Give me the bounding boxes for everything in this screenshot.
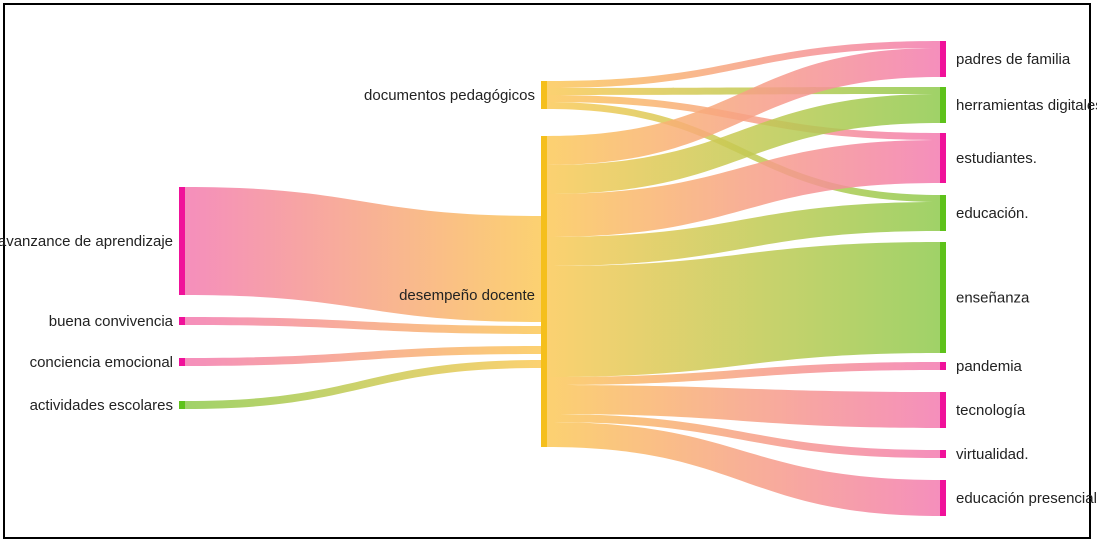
link-desempeno-to-pandemia[interactable] <box>547 362 940 385</box>
link-desempeno-to-padres[interactable] <box>547 48 940 165</box>
labels-layer: avanzance de aprendizaje buena convivenci… <box>0 51 1097 507</box>
link-conciencia-to-desempeno[interactable] <box>185 346 541 366</box>
node-padres[interactable] <box>940 41 946 77</box>
node-label-actividades: actividades escolares <box>30 397 173 414</box>
node-label-pandemia: pandemia <box>956 358 1023 375</box>
link-documentos-to-herramientas[interactable] <box>547 87 940 95</box>
node-tecnologia[interactable] <box>940 392 946 428</box>
node-educacion[interactable] <box>940 195 946 231</box>
node-avanzance[interactable] <box>179 187 185 295</box>
link-actividades-to-desempeno[interactable] <box>185 360 541 409</box>
node-herramientas[interactable] <box>940 87 946 123</box>
node-ensenanza[interactable] <box>940 242 946 353</box>
node-label-educacion: educación. <box>956 205 1029 222</box>
node-label-conciencia: conciencia emocional <box>30 354 173 371</box>
node-pandemia[interactable] <box>940 362 946 370</box>
link-buena-to-desempeno[interactable] <box>185 317 541 334</box>
node-label-herramientas: herramientas digitales <box>956 97 1097 114</box>
link-desempeno-to-virtualidad[interactable] <box>547 414 940 458</box>
node-label-virtualidad: virtualidad. <box>956 446 1029 463</box>
link-desempeno-to-estudiantes[interactable] <box>547 140 940 237</box>
node-presencial[interactable] <box>940 480 946 516</box>
node-label-presencial: educación presencial <box>956 490 1097 507</box>
node-documentos[interactable] <box>541 81 547 109</box>
node-desempeno[interactable] <box>541 136 547 447</box>
node-conciencia[interactable] <box>179 358 185 366</box>
node-label-avanzance: avanzance de aprendizaje <box>0 233 173 250</box>
link-desempeno-to-ensenanza[interactable] <box>547 242 940 377</box>
node-label-tecnologia: tecnología <box>956 402 1026 419</box>
node-label-buena: buena convivencia <box>49 313 174 330</box>
nodes-layer <box>179 41 946 516</box>
links-layer <box>185 41 940 516</box>
node-label-ensenanza: enseñanza <box>956 290 1030 307</box>
link-documentos-to-padres[interactable] <box>547 41 940 88</box>
node-label-estudiantes: estudiantes. <box>956 150 1037 167</box>
node-estudiantes[interactable] <box>940 133 946 183</box>
link-desempeno-to-tecnologia[interactable] <box>547 385 940 428</box>
node-label-documentos: documentos pedagógicos <box>364 87 535 104</box>
link-desempeno-to-herramientas[interactable] <box>547 94 940 194</box>
node-actividades[interactable] <box>179 401 185 409</box>
node-buena[interactable] <box>179 317 185 325</box>
link-desempeno-to-presencial[interactable] <box>547 422 940 516</box>
link-avanzance-to-desempeno[interactable] <box>185 187 541 322</box>
node-virtualidad[interactable] <box>940 450 946 458</box>
node-label-padres: padres de familia <box>956 51 1071 68</box>
link-desempeno-to-educacion[interactable] <box>547 202 940 266</box>
node-label-desempeno: desempeño docente <box>399 287 535 304</box>
